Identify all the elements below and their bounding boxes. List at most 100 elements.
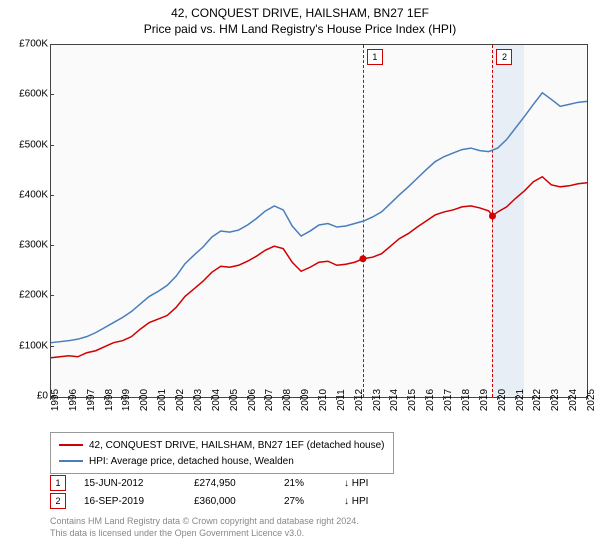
x-tick-mark [247, 396, 248, 400]
x-tick-mark [497, 396, 498, 400]
sale-marker-badge: 1 [50, 475, 66, 491]
y-tick-label: £100K [19, 340, 48, 351]
x-tick-label: 2006 [247, 389, 258, 411]
x-tick-mark [121, 396, 122, 400]
x-tick-label: 2018 [461, 389, 472, 411]
footer-line1: Contains HM Land Registry data © Crown c… [50, 516, 359, 528]
y-tick-mark [50, 44, 54, 45]
x-tick-label: 2009 [300, 389, 311, 411]
x-tick-mark [282, 396, 283, 400]
x-tick-mark [68, 396, 69, 400]
y-tick-mark [50, 346, 54, 347]
x-tick-label: 2001 [157, 389, 168, 411]
y-tick-label: £700K [19, 39, 48, 50]
sale-arrow-icon: ↓ HPI [344, 496, 368, 507]
sale-marker-table: 1 15-JUN-2012£274,95021%↓ HPI 2 16-SEP-2019… [50, 474, 368, 510]
x-tick-label: 1997 [86, 389, 97, 411]
x-tick-mark [139, 396, 140, 400]
y-tick-label: £200K [19, 290, 48, 301]
chart-title-line1: 42, CONQUEST DRIVE, HAILSHAM, BN27 1EF [0, 0, 600, 20]
x-tick-label: 2022 [532, 389, 543, 411]
x-tick-mark [443, 396, 444, 400]
legend-swatch-price-paid [59, 444, 83, 446]
sale-marker-badge: 2 [50, 493, 66, 509]
y-tick-label: £600K [19, 89, 48, 100]
chart-container: { "title_line1": "42, CONQUEST DRIVE, HA… [0, 0, 600, 560]
x-tick-label: 2011 [336, 389, 347, 411]
x-tick-label: 2021 [515, 389, 526, 411]
x-tick-label: 1999 [121, 389, 132, 411]
x-tick-mark [372, 396, 373, 400]
legend: 42, CONQUEST DRIVE, HAILSHAM, BN27 1EF (… [50, 432, 394, 474]
x-tick-mark [157, 396, 158, 400]
series-line-price_paid [51, 177, 587, 358]
x-tick-label: 2005 [229, 389, 240, 411]
sale-marker-badge-on-chart: 1 [367, 49, 383, 65]
sale-marker-row: 2 16-SEP-2019£360,00027%↓ HPI [50, 492, 368, 510]
y-tick-mark [50, 195, 54, 196]
sale-marker-row: 1 15-JUN-2012£274,95021%↓ HPI [50, 474, 368, 492]
x-tick-mark [479, 396, 480, 400]
sale-date: 15-JUN-2012 [84, 478, 194, 489]
y-tick-mark [50, 295, 54, 296]
x-tick-label: 2017 [443, 389, 454, 411]
x-tick-label: 2007 [264, 389, 275, 411]
x-tick-mark [532, 396, 533, 400]
y-tick-label: £0 [37, 391, 48, 402]
x-tick-mark [300, 396, 301, 400]
sale-price: £274,950 [194, 478, 284, 489]
chart-title-line2: Price paid vs. HM Land Registry's House … [0, 20, 600, 36]
x-tick-mark [50, 396, 51, 400]
x-tick-mark [86, 396, 87, 400]
legend-label-hpi: HPI: Average price, detached house, Weal… [89, 456, 294, 467]
x-tick-mark [515, 396, 516, 400]
x-tick-label: 2003 [193, 389, 204, 411]
footer-line2: This data is licensed under the Open Gov… [50, 528, 359, 540]
x-tick-mark [336, 396, 337, 400]
y-tick-mark [50, 245, 54, 246]
plot-area: 12 [50, 44, 588, 398]
x-tick-mark [193, 396, 194, 400]
legend-row-price-paid: 42, CONQUEST DRIVE, HAILSHAM, BN27 1EF (… [59, 437, 385, 453]
x-tick-mark [104, 396, 105, 400]
x-tick-mark [586, 396, 587, 400]
x-tick-label: 1998 [104, 389, 115, 411]
x-tick-mark [425, 396, 426, 400]
x-tick-label: 2015 [407, 389, 418, 411]
sale-arrow-icon: ↓ HPI [344, 478, 368, 489]
x-tick-mark [264, 396, 265, 400]
x-tick-label: 2013 [372, 389, 383, 411]
x-tick-label: 2000 [139, 389, 150, 411]
sale-price: £360,000 [194, 496, 284, 507]
x-tick-label: 1996 [68, 389, 79, 411]
legend-swatch-hpi [59, 460, 83, 462]
y-tick-label: £500K [19, 139, 48, 150]
x-tick-mark [550, 396, 551, 400]
x-tick-label: 1995 [50, 389, 61, 411]
y-tick-label: £300K [19, 240, 48, 251]
x-tick-label: 2016 [425, 389, 436, 411]
x-tick-mark [354, 396, 355, 400]
x-tick-label: 2024 [568, 389, 579, 411]
x-tick-mark [229, 396, 230, 400]
sale-date: 16-SEP-2019 [84, 496, 194, 507]
legend-label-price-paid: 42, CONQUEST DRIVE, HAILSHAM, BN27 1EF (… [89, 440, 385, 451]
x-tick-label: 2014 [389, 389, 400, 411]
x-tick-label: 2023 [550, 389, 561, 411]
x-tick-mark [389, 396, 390, 400]
sale-pct: 27% [284, 496, 344, 507]
x-tick-label: 2025 [586, 389, 597, 411]
series-line-hpi [51, 93, 587, 343]
x-tick-label: 2008 [282, 389, 293, 411]
plot-svg [51, 45, 587, 397]
sale-pct: 21% [284, 478, 344, 489]
y-tick-mark [50, 145, 54, 146]
x-tick-label: 2019 [479, 389, 490, 411]
x-tick-label: 2020 [497, 389, 508, 411]
x-tick-label: 2004 [211, 389, 222, 411]
y-tick-mark [50, 94, 54, 95]
x-tick-label: 2012 [354, 389, 365, 411]
y-tick-label: £400K [19, 189, 48, 200]
footer-attribution: Contains HM Land Registry data © Crown c… [50, 516, 359, 539]
x-tick-label: 2010 [318, 389, 329, 411]
